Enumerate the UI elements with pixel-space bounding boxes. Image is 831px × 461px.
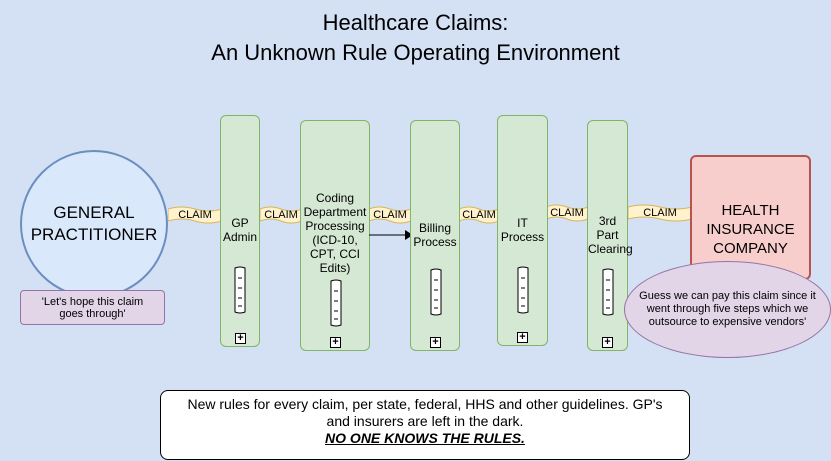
claim-banner-4: CLAIM [459,205,499,225]
document-tape-icon [430,268,442,316]
document-tape-icon [517,266,529,314]
expand-icon[interactable]: + [602,337,613,348]
step-gp-admin: GP Admin + [220,115,260,347]
expand-icon[interactable]: + [430,337,441,348]
claim-banner-6: CLAIM [628,203,692,223]
gp-quote-note: 'Let's hope this claim goes through' [20,290,165,325]
gp-label-line2: PRACTITIONER [30,225,158,244]
diagram-title-line2: An Unknown Rule Operating Environment [211,40,620,65]
step-third-party-clearing: 3rd Part Clearing + [587,120,633,351]
expand-icon[interactable]: + [235,333,246,344]
claim-banner-3: CLAIM [369,205,411,225]
rules-callout-box: New rules for every claim, per state, fe… [160,390,690,460]
health-insurance-company-node: HEALTH INSURANCE COMPANY [690,155,811,280]
claim-banner-1: CLAIM [168,205,222,225]
flow-arrow [369,230,413,240]
general-practitioner-node: GENERAL PRACTITIONER [20,150,168,298]
expand-icon[interactable]: + [330,337,341,348]
step-billing-process: Billing Process + [410,120,460,351]
document-tape-icon [234,266,246,314]
gp-label-line1: GENERAL [53,203,135,222]
claim-banner-2: CLAIM [260,205,302,225]
insurer-quote-note: Guess we can pay this claim since it wen… [624,261,831,358]
document-tape-icon [602,268,614,316]
diagram-title-line1: Healthcare Claims: [322,10,509,35]
step-coding-department: Coding Department Processing (ICD-10, CP… [300,120,370,351]
document-tape-icon [330,279,342,327]
step-it-process: IT Process + [497,115,548,346]
claim-banner-5: CLAIM [546,203,588,223]
expand-icon[interactable]: + [517,332,528,343]
no-one-knows-rules-text: NO ONE KNOWS THE RULES. [325,430,525,446]
